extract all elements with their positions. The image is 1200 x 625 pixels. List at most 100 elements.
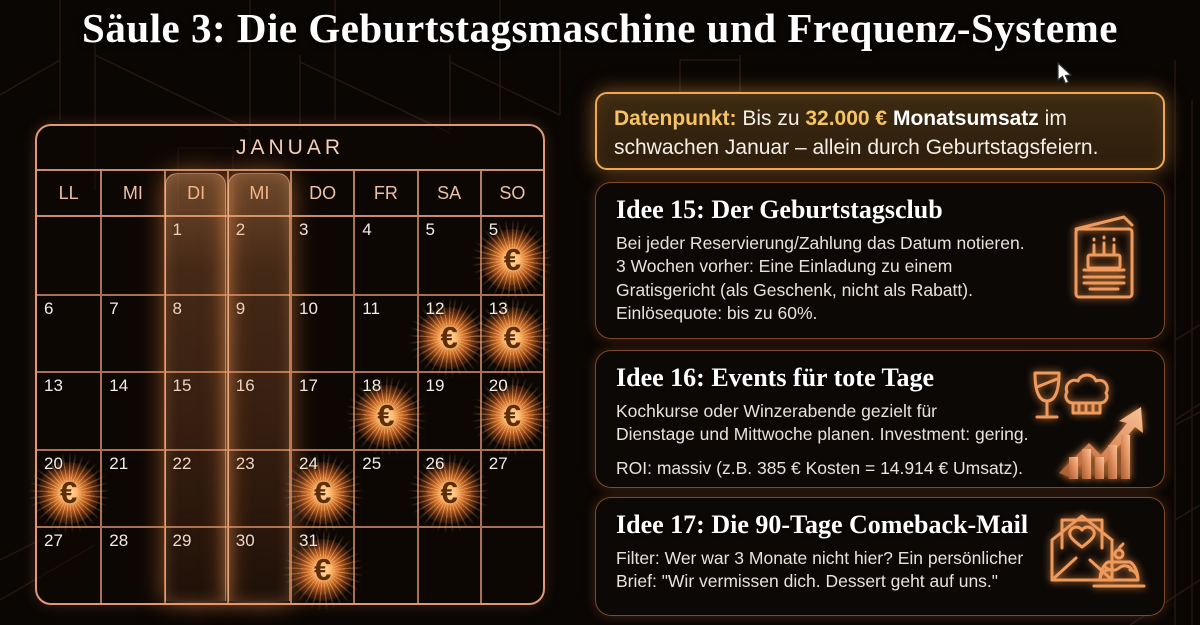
day-number: 26 [425, 453, 445, 473]
day-number: 25 [362, 453, 382, 473]
euro-symbol: € [314, 551, 332, 587]
calendar-cell: 18 € [353, 371, 417, 449]
day-number: 28 [109, 530, 129, 550]
calendar-cell: 15 [163, 371, 227, 449]
calendar-cell: 5 [416, 217, 480, 295]
calendar-cell: 29 [163, 525, 227, 603]
calendar-cell: 25 [353, 448, 417, 526]
day-number: 11 [362, 299, 380, 319]
day-number: 10 [299, 299, 318, 319]
euro-glow-icon: € [291, 538, 354, 601]
calendar-cell: 27 [37, 525, 101, 603]
day-number: 18 [362, 376, 382, 396]
day-number: 27 [44, 530, 63, 550]
idea-17-title: Idee 17: Die 90-Tage Comeback-Mail [616, 510, 1029, 539]
calendar-cell: 26 € [416, 448, 481, 526]
day-number: 6 [44, 299, 54, 319]
day-number: 15 [172, 376, 192, 396]
euro-glow-icon: € [37, 461, 100, 524]
euro-symbol: € [314, 474, 332, 510]
day-number: 8 [172, 299, 182, 319]
day-number: 19 [425, 376, 445, 396]
calendar-cell: 20 € [37, 448, 101, 526]
calendar-day-header-7: SO [479, 171, 543, 215]
calendar-cell: 13 [37, 371, 101, 448]
calendar-cell: 13 € [479, 294, 544, 372]
day-number: 13 [488, 299, 508, 319]
calendar-cell: 21 [100, 448, 164, 526]
calendar-day-header-3: MI [226, 171, 290, 215]
day-number: 16 [235, 376, 255, 396]
day-number: 14 [109, 376, 129, 396]
calendar-cell: 17 [290, 371, 354, 449]
calendar-cell: 23 [226, 448, 290, 526]
idea-15-body: Bei jeder Reservierung/Zahlung das Datum… [616, 233, 1025, 324]
datapoint-segment: im schwachen Januar – allein durch Gebur… [614, 107, 1099, 159]
calendar-month-label: JANUAR [37, 126, 543, 171]
day-number: 4 [362, 220, 372, 239]
calendar-day-header-0: LL [58, 182, 79, 203]
euro-glow-icon: € [481, 384, 544, 447]
calendar-cell: 22 [163, 448, 227, 526]
idea-15-title: Idee 15: Der Geburtstagsclub [616, 195, 943, 224]
euro-glow-icon: € [418, 307, 481, 370]
day-number: 2 [235, 220, 246, 239]
datapoint-text: Datenpunkt: Bis zu 32.000 € Monatsumsatz… [614, 107, 1098, 159]
calendar-cell: 28 [100, 525, 164, 603]
idea-box-15: Idee 15: Der Geburtstagsclub Bei jeder R… [595, 182, 1165, 339]
day-number: 9 [235, 299, 246, 319]
calendar-cell: 30 [226, 525, 290, 603]
calendar-grid: 1 2 3 4 5 5 €6 7 8 9 10 11 12 €13 €13 14 15 16 17 18 €19 20 €2… [37, 217, 544, 603]
euro-symbol: € [440, 474, 458, 510]
day-number: 30 [235, 530, 255, 550]
idea-box-16: Idee 16: Events für tote Tage Kochkurse … [595, 350, 1165, 488]
euro-glow-icon: € [418, 461, 481, 524]
calendar-cell: 19 [416, 371, 480, 449]
calendar-cell: 2 [226, 217, 290, 295]
calendar-day-header-2: DI [163, 171, 227, 215]
euro-glow-icon: € [481, 307, 544, 370]
calendar-cell [100, 217, 163, 295]
euro-glow-icon: € [354, 384, 417, 447]
idea-box-17: Idee 17: Die 90-Tage Comeback-Mail Filte… [595, 497, 1165, 616]
day-number: 20 [44, 453, 63, 473]
calendar-cell: 14 [100, 371, 164, 449]
january-calendar: JANUAR LL MI DI MI DO FR SA SO 1 2 3 4 5 5 €6 7 8 9 10 11 1… [35, 124, 545, 605]
calendar-day-header-1: MI [100, 171, 163, 215]
calendar-cell: 20 € [479, 371, 544, 449]
day-number: 27 [488, 453, 508, 473]
idea-17-body: Filter: Wer war 3 Monate nicht hier? Ein… [616, 548, 1024, 592]
day-number: 24 [299, 453, 318, 473]
day-number: 12 [425, 299, 445, 319]
idea-16-roi: ROI: massiv (z.B. 385 € Kosten = 14.914 … [616, 457, 1024, 478]
calendar-cell: 3 [290, 217, 353, 295]
calendar-day-header-5: FR [353, 171, 416, 215]
day-number: 17 [299, 376, 318, 396]
calendar-day-header-row: LL MI DI MI DO FR SA SO [37, 171, 543, 217]
calendar-cell: 31 € [290, 525, 354, 603]
euro-symbol: € [377, 397, 395, 433]
idea-16-title: Idee 16: Events für tote Tage [616, 363, 935, 392]
datapoint-segment: 32.000 € [805, 107, 888, 130]
euro-glow-icon: € [291, 461, 354, 524]
day-number: 23 [235, 453, 255, 473]
day-number: 29 [172, 530, 192, 550]
euro-glow-icon: € [481, 229, 544, 292]
mouse-cursor [1057, 62, 1073, 85]
day-number: 3 [299, 220, 309, 239]
datapoint-segment: Bis zu [742, 107, 806, 130]
calendar-cell: 11 [353, 294, 417, 372]
day-number: 7 [109, 299, 119, 319]
calendar-cell [37, 217, 100, 294]
calendar-cell: 6 [37, 294, 101, 371]
datapoint-segment: Datenpunkt: [614, 107, 743, 130]
calendar-day-header-4: DO [290, 171, 353, 215]
calendar-cell [353, 525, 417, 603]
calendar-cell: 12 € [416, 294, 481, 372]
calendar-cell: 8 [163, 294, 227, 372]
idea-16-body: Kochkurse oder Winzerabende gezielt für … [616, 401, 1029, 445]
page-title: Säule 3: Die Geburtstagsmaschine und Fre… [82, 5, 1118, 51]
datapoint-segment: Monatsumsatz [892, 107, 1039, 130]
euro-symbol: € [60, 474, 78, 510]
datapoint-callout: Datenpunkt: Bis zu 32.000 € Monatsumsatz… [595, 92, 1165, 170]
